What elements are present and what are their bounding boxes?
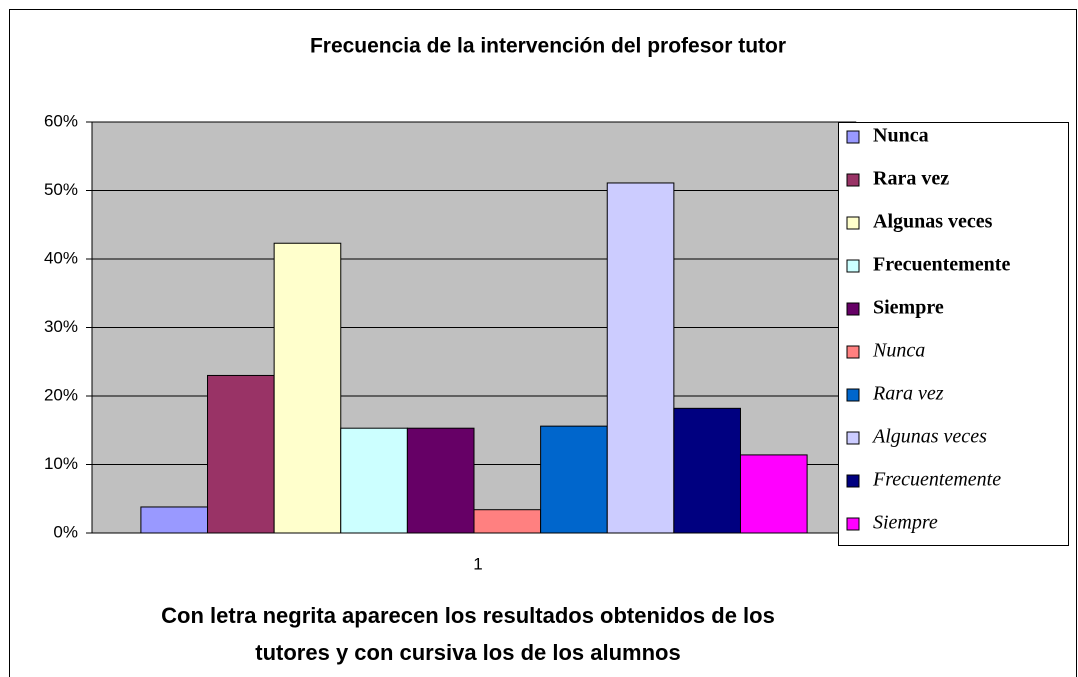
legend-swatch	[846, 216, 860, 230]
bar	[540, 425, 608, 534]
legend-swatch	[846, 474, 860, 488]
bar	[473, 509, 542, 534]
legend-label: Siempre	[873, 512, 938, 534]
legend-swatch	[846, 517, 860, 531]
legend-swatch	[846, 431, 860, 445]
legend-label: Nunca	[873, 125, 929, 147]
y-tick-label: 40%	[44, 248, 78, 267]
legend-label: Rara vez	[873, 168, 949, 190]
y-tick-label: 60%	[44, 111, 78, 130]
bar	[739, 454, 808, 534]
legend-box	[838, 122, 1069, 546]
legend-swatch	[846, 173, 860, 187]
bar	[207, 374, 275, 534]
y-tick-label: 10%	[44, 454, 78, 473]
legend-label: Frecuentemente	[872, 469, 1001, 491]
legend-swatch	[846, 388, 860, 402]
legend-swatch	[846, 302, 860, 316]
legend-swatch	[846, 130, 860, 144]
legend-swatch	[846, 345, 860, 359]
y-tick-label: 30%	[44, 317, 78, 336]
bar	[406, 427, 475, 534]
legend-label: Algunas veces	[873, 211, 993, 233]
legend-label: Siempre	[873, 297, 944, 319]
legend-swatch	[846, 259, 860, 273]
chart-title: Frecuencia de la intervención del profes…	[310, 35, 786, 58]
bar	[673, 407, 741, 534]
annotation: tutores y con cursiva los de los alumnos	[255, 640, 680, 665]
annotation: Con letra negrita aparecen los resultado…	[161, 603, 775, 628]
bar	[140, 506, 209, 534]
bar	[340, 427, 408, 534]
y-tick-label: 0%	[53, 522, 78, 541]
y-tick-label: 20%	[44, 385, 78, 404]
y-tick-label: 50%	[44, 180, 78, 199]
legend-label: Algunas veces	[871, 426, 987, 448]
legend-label: Nunca	[872, 340, 925, 362]
bar	[606, 182, 675, 534]
legend-label: Rara vez	[872, 383, 944, 405]
bar	[273, 242, 342, 534]
x-tick-label: 1	[473, 554, 482, 573]
legend-label: Frecuentemente	[873, 254, 1010, 276]
